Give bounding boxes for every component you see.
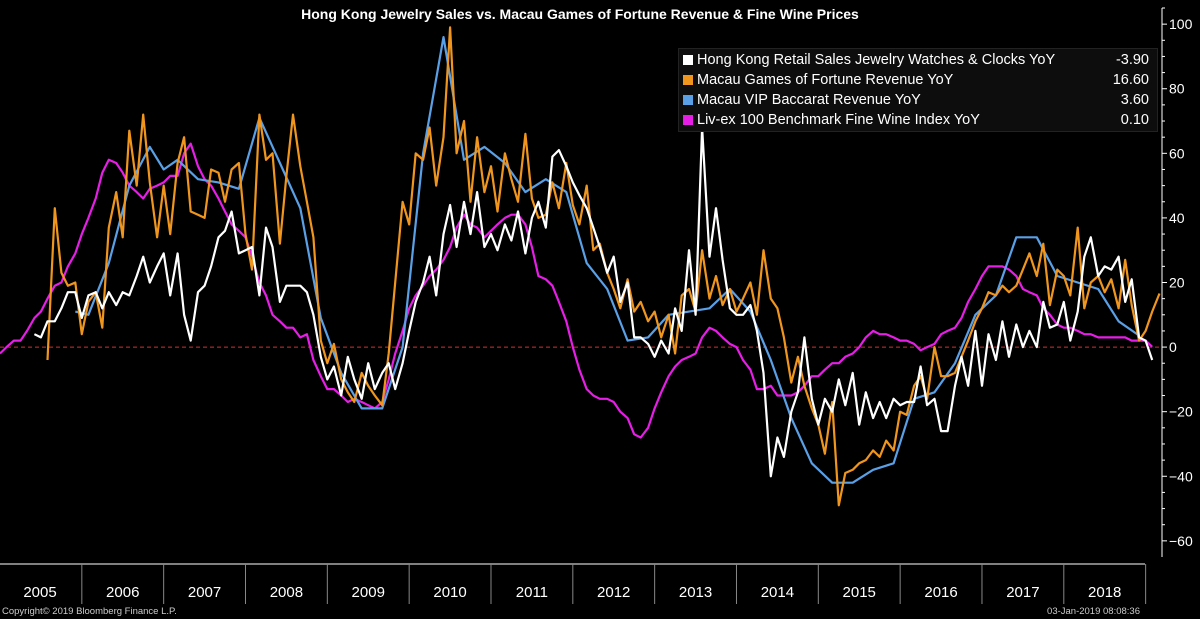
legend-value: 3.60 (1120, 91, 1149, 108)
series-line-macau-vip (75, 36, 1140, 484)
x-tick-label: 2005 (23, 584, 56, 601)
legend-entry-livex-wine: Liv-ex 100 Benchmark Fine Wine Index YoY… (679, 110, 1157, 129)
axes: −60 −40 −20 0 20 40 60 80 100 2005 2006 2007 2008 200… (0, 7, 1193, 604)
legend-label: Macau Games of Fortune Revenue YoY (697, 71, 954, 88)
legend-swatch-livex-wine (683, 114, 693, 125)
y-tick-label: −20 (1169, 404, 1193, 420)
legend-swatch-hk-jewelry (683, 54, 693, 65)
legend: Hong Kong Retail Sales Jewelry Watches &… (678, 48, 1158, 132)
y-tick-label: −60 (1169, 533, 1193, 549)
x-tick-label: 2018 (1088, 584, 1121, 601)
series-line-hk-jewelry (33, 126, 1154, 478)
y-tick-label: 0 (1169, 339, 1177, 355)
legend-label: Macau VIP Baccarat Revenue YoY (697, 91, 921, 108)
x-tick-label: 2017 (1006, 584, 1039, 601)
x-tick-label: 2006 (106, 584, 139, 601)
x-tick-label: 2011 (516, 584, 548, 601)
x-tick-label: 2015 (843, 584, 876, 601)
legend-value: 0.10 (1120, 111, 1149, 128)
y-tick-label: 40 (1169, 210, 1185, 226)
series-lines (0, 26, 1161, 507)
x-tick-label: 2007 (188, 584, 221, 601)
x-tick-label: 2012 (597, 584, 630, 601)
legend-value: 16.60 (1112, 71, 1149, 88)
chart-title: Hong Kong Jewelry Sales vs. Macau Games … (301, 6, 859, 22)
legend-entry-macau-vip: Macau VIP Baccarat Revenue YoY 3.60 (679, 90, 1157, 109)
x-tick-label: 2013 (679, 584, 712, 601)
x-tick-label: 2008 (270, 584, 303, 601)
y-tick-label: 80 (1169, 81, 1185, 97)
legend-entry-macau-games: Macau Games of Fortune Revenue YoY 16.60 (679, 70, 1157, 89)
x-tick-label: 2009 (352, 584, 385, 601)
legend-entry-hk-jewelry: Hong Kong Retail Sales Jewelry Watches &… (679, 50, 1157, 69)
legend-swatch-macau-games (683, 74, 693, 85)
timestamp-text: 03-Jan-2019 08:08:36 (1047, 606, 1140, 617)
series-line-livex-wine (0, 142, 1153, 439)
x-tick-label: 2010 (433, 584, 466, 601)
legend-value: -3.90 (1115, 51, 1149, 68)
x-tick-label: 2014 (761, 584, 794, 601)
legend-label: Hong Kong Retail Sales Jewelry Watches &… (697, 51, 1056, 68)
copyright-text: Copyright© 2019 Bloomberg Finance L.P. (2, 606, 177, 617)
y-tick-label: −40 (1169, 468, 1193, 484)
legend-swatch-macau-vip (683, 94, 693, 105)
y-tick-label: 20 (1169, 275, 1185, 291)
y-tick-label: 100 (1169, 16, 1193, 32)
y-tick-label: 60 (1169, 145, 1185, 161)
x-tick-label: 2016 (924, 584, 957, 601)
legend-label: Liv-ex 100 Benchmark Fine Wine Index YoY (697, 111, 980, 128)
